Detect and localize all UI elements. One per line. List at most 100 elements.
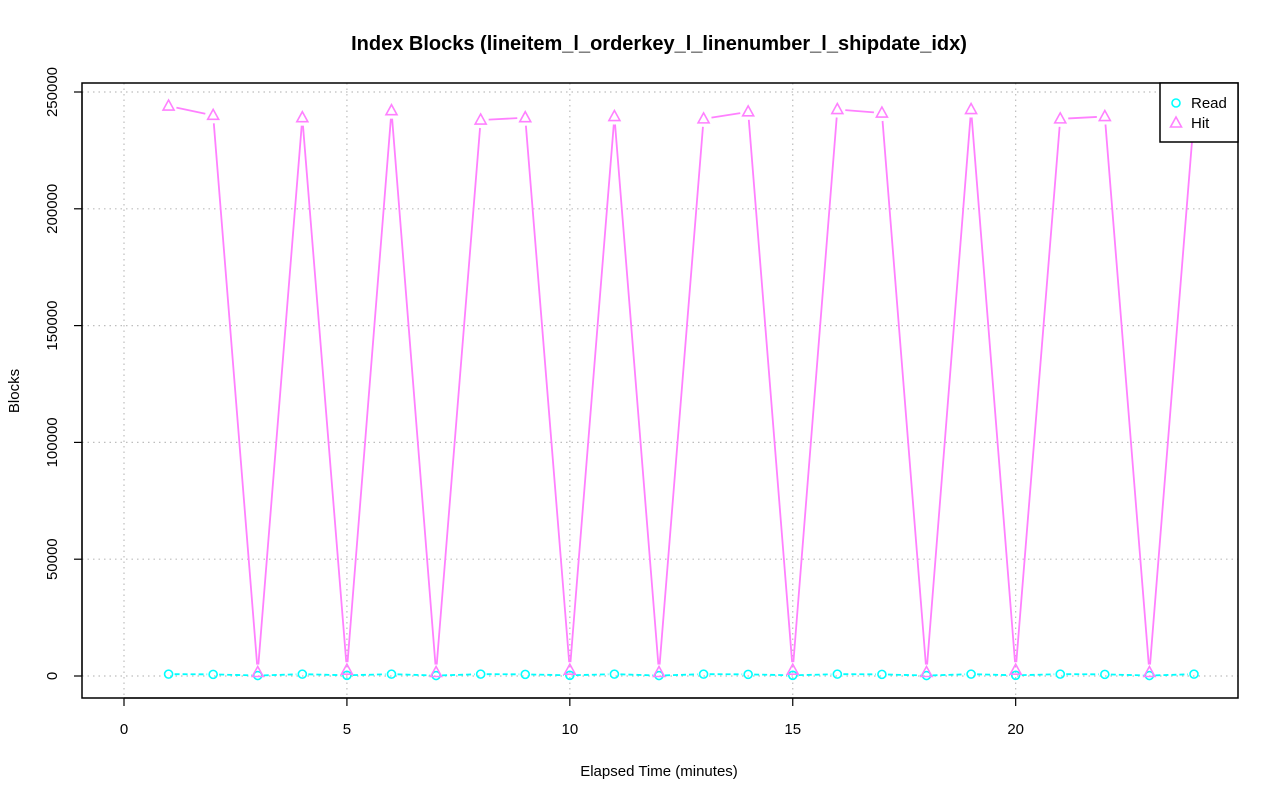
data-point	[518, 110, 533, 123]
data-point	[1008, 662, 1023, 675]
series-segment	[932, 673, 966, 677]
series-segment	[1068, 116, 1097, 120]
data-point	[830, 101, 845, 115]
y-tick-label: 50000	[44, 538, 61, 580]
series-segment	[970, 117, 1016, 663]
series-segment	[747, 119, 794, 663]
x-axis: 0 5 10 15 20	[120, 697, 1024, 738]
data-point	[1144, 670, 1155, 681]
data-point	[565, 670, 575, 681]
y-axis-label: Blocks	[6, 369, 23, 413]
series-segment	[1104, 124, 1150, 665]
legend: Read Hit	[1159, 82, 1239, 143]
legend-marker-hit	[1169, 115, 1183, 128]
series-hit	[161, 98, 1201, 678]
data-point	[832, 669, 843, 679]
data-point	[875, 105, 889, 118]
series-segment	[263, 673, 297, 677]
data-point	[297, 669, 308, 679]
data-point	[429, 664, 443, 678]
series-segment	[308, 673, 341, 677]
x-axis-label: Elapsed Time (minutes)	[580, 763, 738, 780]
series-segment	[1015, 126, 1061, 663]
data-point	[384, 103, 399, 116]
data-point	[966, 669, 976, 679]
data-point	[1055, 669, 1066, 679]
x-tick-label: 15	[784, 721, 801, 738]
data-point	[609, 669, 620, 679]
data-point	[1100, 669, 1110, 680]
data-point	[1142, 664, 1157, 678]
series-segment	[754, 673, 787, 677]
series-segment	[397, 673, 431, 677]
data-point	[654, 670, 664, 681]
series-segment	[531, 673, 564, 677]
series-segment	[614, 124, 660, 665]
legend-marker-read	[1171, 98, 1181, 108]
series-segment	[302, 125, 348, 663]
series-segment	[658, 126, 704, 665]
data-point	[921, 670, 932, 681]
plot-frame	[81, 82, 1239, 699]
legend-label-read: Read	[1191, 95, 1227, 112]
data-point	[161, 98, 176, 111]
data-point	[787, 670, 798, 681]
series-segment	[488, 117, 518, 121]
x-tick-label: 10	[561, 721, 578, 738]
series-segment	[212, 123, 259, 665]
data-point	[919, 664, 934, 678]
data-point	[520, 669, 531, 680]
data-point	[696, 111, 711, 124]
series-segment	[442, 673, 475, 677]
data-point	[562, 662, 577, 675]
series-segment	[977, 673, 1010, 677]
data-point	[607, 108, 622, 122]
data-point	[295, 110, 310, 123]
x-tick-label: 0	[120, 721, 128, 738]
series-segment	[352, 673, 386, 677]
y-tick-label: 150000	[44, 301, 61, 351]
series-segment	[926, 117, 972, 665]
series-segment	[176, 106, 206, 115]
series-segment	[798, 673, 832, 677]
data-point	[340, 662, 354, 675]
series-segment	[575, 673, 609, 677]
series-layer	[161, 98, 1201, 681]
legend-box	[1159, 82, 1239, 143]
y-tick-label: 200000	[44, 184, 61, 234]
x-tick-label: 20	[1007, 721, 1024, 738]
series-segment	[569, 124, 615, 663]
series-segment	[1149, 124, 1195, 665]
data-point	[652, 664, 666, 678]
legend-label-hit: Hit	[1191, 115, 1210, 132]
series-segment	[435, 127, 481, 665]
series-segment	[881, 120, 927, 665]
series-segment	[1155, 673, 1189, 677]
y-tick-label: 0	[44, 672, 61, 680]
data-point	[743, 669, 753, 680]
series-segment	[524, 125, 571, 663]
series-segment	[845, 109, 875, 114]
data-point	[964, 101, 978, 115]
data-point	[250, 664, 265, 678]
data-point	[741, 104, 756, 117]
data-point	[877, 669, 887, 680]
data-point	[163, 669, 174, 679]
data-point	[698, 669, 709, 679]
data-point	[206, 107, 221, 121]
series-segment	[257, 125, 303, 665]
series-segment	[620, 673, 654, 677]
data-point	[1189, 669, 1199, 679]
data-point	[785, 662, 800, 675]
y-tick-label: 250000	[44, 67, 61, 117]
y-axis: 0 50000 100000 150000 200000 250000	[44, 67, 83, 680]
series-segment	[887, 673, 921, 677]
x-tick-label: 5	[343, 721, 351, 738]
series-segment	[346, 118, 392, 663]
series-segment	[711, 112, 741, 119]
data-point	[1097, 108, 1112, 122]
series-segment	[391, 118, 437, 665]
series-segment	[219, 673, 252, 677]
series-segment	[792, 117, 838, 663]
